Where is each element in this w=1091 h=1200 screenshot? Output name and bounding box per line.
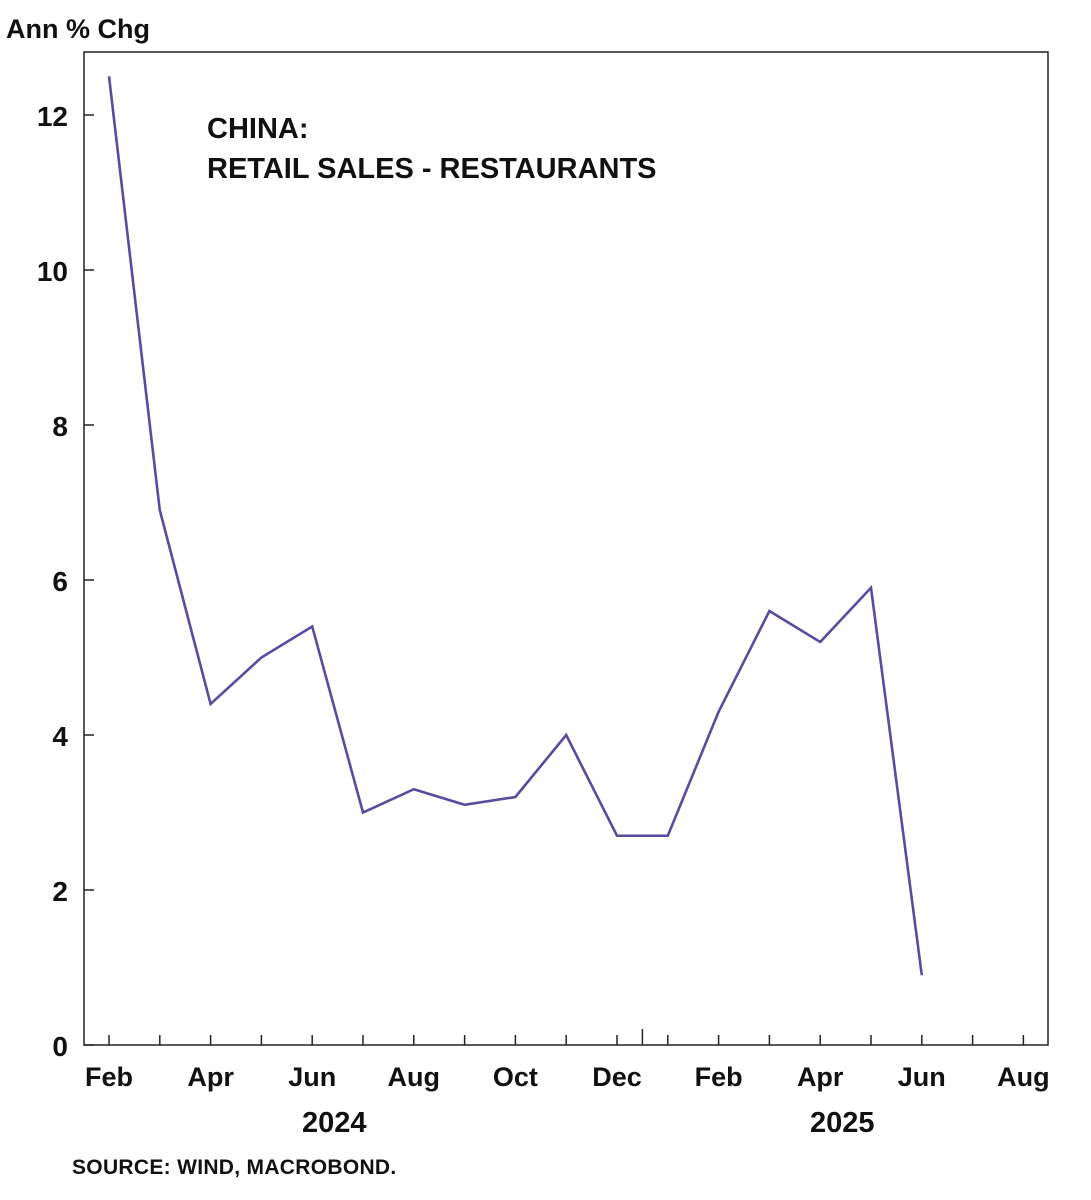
y-tick-label: 10 xyxy=(37,256,68,287)
x-tick-label: Feb xyxy=(695,1062,743,1092)
source-note: SOURCE: WIND, MACROBOND. xyxy=(72,1156,397,1179)
x-tick-label: Apr xyxy=(797,1062,844,1092)
y-tick-label: 6 xyxy=(52,566,68,597)
y-tick-label: 2 xyxy=(52,876,68,907)
y-tick-label: 12 xyxy=(37,101,68,132)
chart-title-line: RETAIL SALES - RESTAURANTS xyxy=(207,153,657,185)
series-line xyxy=(107,76,924,976)
x-tick-label: Apr xyxy=(187,1062,234,1092)
x-tick-label: Feb xyxy=(85,1062,133,1092)
x-tick-label: Aug xyxy=(997,1062,1049,1092)
chart-title-line: CHINA: xyxy=(207,113,309,145)
y-axis-label: Ann % Chg xyxy=(6,14,150,44)
year-label: 2025 xyxy=(810,1107,875,1139)
y-tick-label: 4 xyxy=(52,721,68,752)
x-tick-label: Jun xyxy=(288,1062,336,1092)
x-tick-label: Jun xyxy=(898,1062,946,1092)
x-tick-label: Aug xyxy=(388,1062,440,1092)
y-tick-label: 0 xyxy=(52,1031,68,1062)
plot-frame xyxy=(83,51,1049,1046)
y-tick-label: 8 xyxy=(52,411,68,442)
year-label: 2024 xyxy=(302,1107,367,1139)
x-tick-label: Oct xyxy=(493,1062,538,1092)
x-tick-label: Dec xyxy=(592,1062,642,1092)
